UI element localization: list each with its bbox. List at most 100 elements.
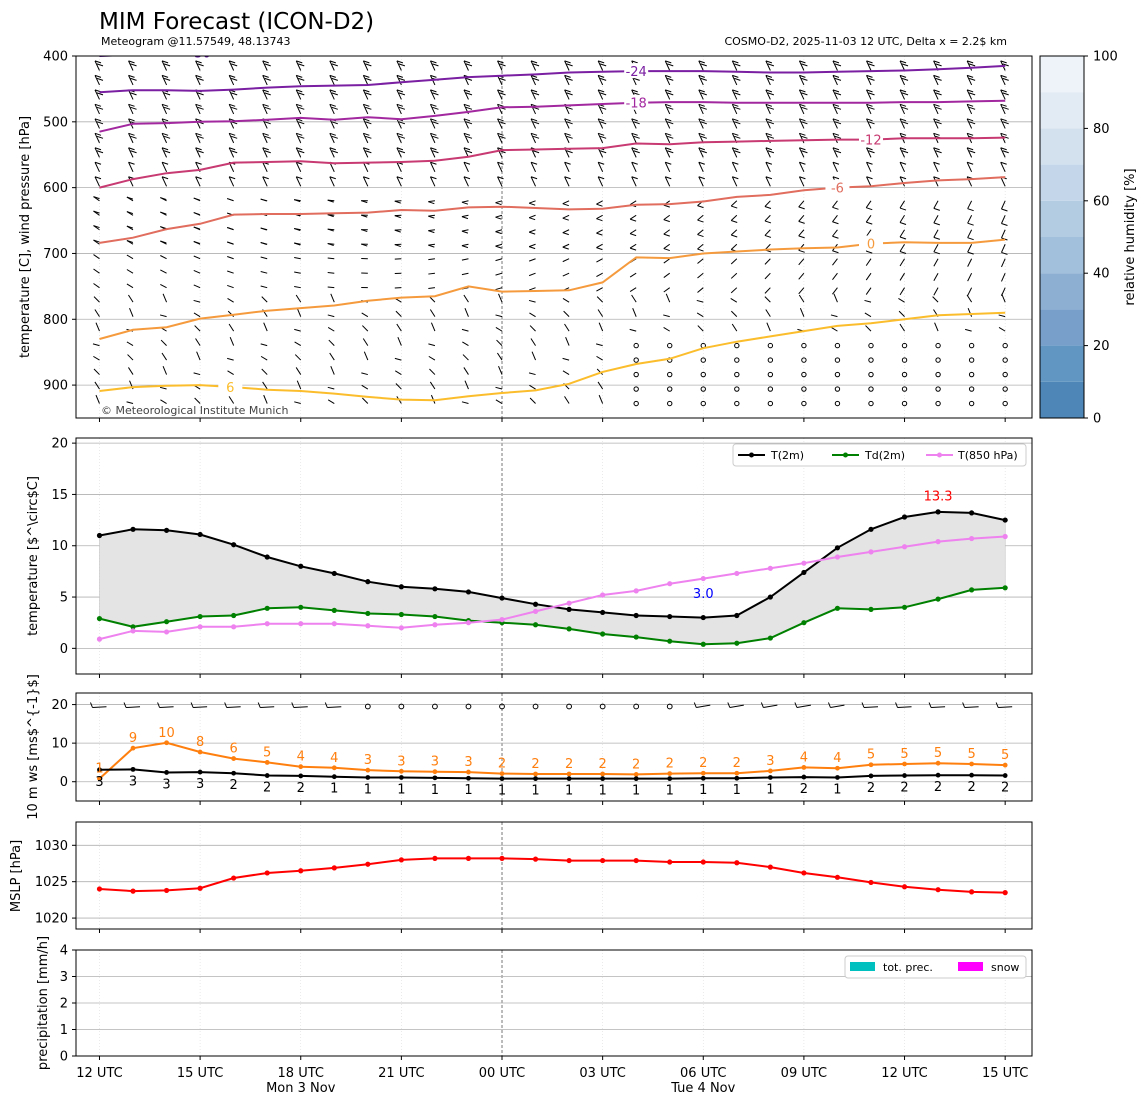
wind-barbs-surface	[90, 702, 1013, 710]
wind-barb	[128, 104, 134, 115]
data-label-wind-speed: 2	[800, 782, 808, 797]
wind-barb-feather	[465, 106, 473, 110]
wind-barb-feather	[96, 135, 104, 139]
y-tick-label: 2	[60, 997, 68, 1012]
wind-barb	[329, 89, 335, 100]
wind-barb-feather	[665, 46, 671, 48]
wind-barb	[461, 272, 469, 276]
wind-barb	[865, 214, 872, 223]
colorbar-cell	[1040, 273, 1084, 310]
wind-barb	[865, 325, 872, 332]
wind-barb	[195, 104, 201, 115]
wind-barb-feather	[93, 196, 100, 200]
wind-barb-feather	[363, 46, 369, 48]
wind-barb-feather	[229, 60, 236, 64]
calm-marker	[801, 371, 807, 378]
wind-barb	[463, 60, 469, 71]
calm-marker	[767, 400, 774, 407]
wind-barb	[564, 118, 570, 129]
wind-barb	[966, 162, 973, 173]
wind-barb-feather	[398, 150, 406, 154]
wind-barb-feather	[665, 103, 672, 107]
data-label-wind-speed: 2	[297, 781, 305, 796]
wind-barb-feather	[698, 132, 705, 136]
wind-barb	[899, 200, 905, 209]
wind-barb	[93, 368, 100, 375]
wind-barb	[664, 104, 671, 115]
wind-barb	[663, 229, 671, 235]
data-label-wind-speed: 1	[498, 784, 506, 799]
wind-barb	[362, 75, 369, 86]
wind-barb-feather	[298, 77, 305, 81]
wind-barb	[1000, 104, 1006, 115]
wind-barb-feather	[260, 242, 267, 245]
data-point-t2m	[298, 563, 304, 569]
wind-barb	[463, 294, 469, 303]
wind-barb	[564, 396, 570, 404]
data-point-t850	[801, 560, 807, 566]
wind-barb	[798, 75, 805, 86]
wind-barb-feather	[94, 74, 102, 78]
calm-marker	[868, 357, 874, 363]
wind-barb-feather	[866, 147, 873, 151]
data-label-wind-gust: 3	[766, 754, 774, 769]
wind-barb-feather	[128, 60, 135, 64]
surface-wind-barb-feather	[291, 702, 295, 708]
data-point-t850	[499, 617, 505, 623]
surface-calm-marker	[499, 703, 505, 710]
wind-barb	[663, 258, 671, 264]
wind-barb-feather	[430, 118, 437, 122]
data-point-t2m	[734, 612, 740, 619]
surface-wind-barb	[931, 706, 946, 708]
wind-barb-feather	[432, 49, 438, 51]
wind-barb-feather	[229, 132, 236, 136]
colorbar-cell	[1040, 309, 1084, 346]
wind-barb	[128, 147, 134, 158]
wind-barb-feather	[94, 60, 102, 64]
wind-barb-feather	[198, 49, 204, 51]
wind-barb-feather	[966, 132, 974, 136]
wind-barb	[428, 343, 436, 347]
wind-barb	[296, 308, 302, 317]
wind-barb-feather	[596, 218, 603, 222]
calm-marker	[1002, 357, 1008, 363]
colorbar-tick-label: 60	[1093, 194, 1110, 209]
wind-barb-feather	[93, 239, 100, 243]
calm-marker	[901, 357, 908, 363]
wind-barb-feather	[1000, 132, 1007, 136]
wind-barb-feather	[598, 89, 605, 93]
wind-barb	[161, 147, 168, 158]
wind-barb-feather	[161, 176, 169, 180]
wind-barb	[497, 133, 503, 144]
wind-barb-feather	[868, 77, 875, 81]
calm-marker	[1002, 386, 1008, 392]
legend-label-t850: T(850 hPa)	[957, 449, 1018, 462]
data-point-mslp	[432, 855, 438, 861]
wind-barb-feather	[430, 74, 437, 78]
wind-barb	[596, 214, 603, 220]
wind-barb-feather	[530, 161, 538, 165]
wind-barb-feather	[126, 240, 134, 244]
wind-barb	[428, 258, 435, 261]
wind-barb	[161, 162, 168, 173]
wind-barb-feather	[363, 132, 370, 136]
wind-barb-feather	[430, 60, 437, 64]
wind-barb	[664, 176, 671, 187]
wind-barb	[94, 309, 100, 317]
wind-barb	[899, 258, 905, 267]
data-point-mslp	[231, 875, 237, 881]
wind-barb-feather	[296, 118, 303, 122]
wind-barb	[663, 243, 671, 249]
wind-barb	[428, 287, 435, 290]
wind-barb	[798, 294, 805, 303]
wind-barb	[396, 147, 402, 158]
surface-wind-barb-feather	[123, 702, 127, 708]
wind-barb	[495, 287, 503, 291]
y-tick-label: 5	[60, 591, 68, 606]
wind-barb	[730, 214, 738, 221]
wind-barb	[495, 399, 503, 404]
wind-barb-feather	[398, 106, 406, 110]
wind-barb	[562, 258, 570, 263]
wind-barb-feather	[262, 147, 269, 151]
